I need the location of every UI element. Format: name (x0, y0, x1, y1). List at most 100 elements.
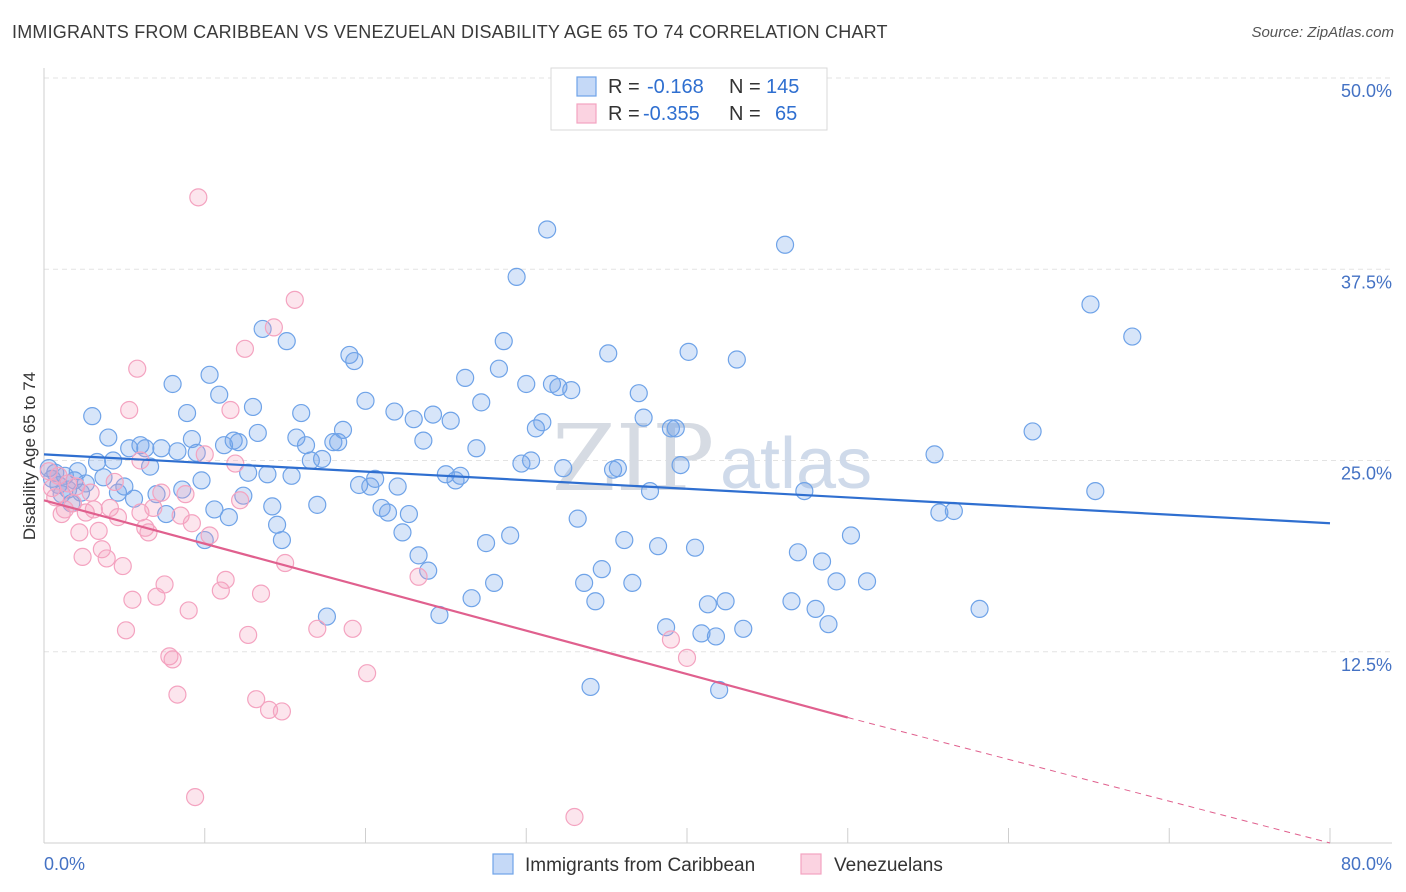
scatter-point (116, 621, 136, 640)
scatter-point (89, 521, 108, 540)
scatter-point (312, 449, 332, 469)
scatter-point (285, 290, 304, 309)
scatter-point (393, 523, 412, 542)
scatter-point (399, 504, 419, 524)
legend-series-caribbean: Immigrants from Caribbean (525, 855, 755, 876)
scatter-point (168, 442, 187, 461)
y-axis-label: Disability Age 65 to 74 (20, 372, 39, 540)
scatter-point (404, 410, 423, 429)
scatter-point (944, 501, 963, 521)
scatter-point (517, 374, 536, 394)
scatter-point (494, 332, 513, 351)
scatter-point (83, 407, 102, 426)
scatter-point (608, 459, 627, 478)
scatter-point (81, 483, 100, 502)
series-caribbean-points (39, 220, 1142, 700)
scatter-point (1086, 482, 1105, 501)
scatter-point (292, 403, 311, 423)
scatter-point (104, 451, 123, 470)
scatter-point (356, 391, 375, 410)
scatter-point (930, 503, 949, 522)
scatter-point (308, 495, 327, 514)
scatter-point (819, 615, 838, 634)
scatter-point (925, 445, 944, 464)
watermark-zip: ZIP (552, 405, 714, 512)
scatter-point (414, 431, 433, 450)
scatter-point (182, 429, 201, 449)
scatter-point (358, 664, 377, 683)
scatter-point (152, 439, 171, 458)
scatter-point (144, 498, 163, 518)
scatter-point (258, 465, 277, 484)
scatter-point (229, 433, 248, 452)
legend-n-value-0: 145 (766, 76, 799, 98)
scatter-point (706, 627, 726, 646)
series-venezuelan-points (39, 188, 697, 827)
scatter-point (661, 419, 681, 438)
scatter-point (192, 471, 211, 490)
scatter-point (661, 630, 681, 649)
scatter-point (152, 483, 171, 502)
scatter-point (99, 428, 118, 447)
scatter-point (248, 423, 267, 443)
scatter-point (562, 381, 581, 400)
y-tick-labels: 12.5% 25.0% 37.5% 50.0% (1341, 81, 1392, 675)
scatter-point (123, 590, 142, 609)
scatter-point (599, 344, 618, 363)
scatter-point (716, 592, 735, 611)
scatter-point (575, 573, 594, 593)
scatter-point (666, 419, 685, 438)
legend-r-label-0: R = (608, 76, 640, 98)
scatter-point (806, 599, 825, 619)
bottom-swatch-venezuelan (800, 853, 822, 875)
scatter-point (120, 439, 139, 458)
bottom-swatch-caribbean (492, 853, 514, 875)
scatter-point (710, 680, 729, 700)
legend-n-value-1: 65 (775, 103, 797, 125)
trend-line-extrapolated (847, 717, 1331, 844)
scatter-point (623, 573, 642, 593)
scatter-point (345, 351, 364, 371)
scatter-point (216, 570, 235, 589)
scatter-point (788, 543, 808, 562)
x-tick-label-max: 80.0% (1341, 854, 1392, 874)
scatter-point (263, 497, 282, 516)
scatter-point (533, 413, 552, 432)
scatter-point (1081, 295, 1100, 314)
scatter-point (131, 436, 150, 455)
scatter-point (671, 455, 690, 475)
scatter-point (456, 368, 475, 387)
scatter-point (679, 342, 698, 361)
scatter-point (692, 624, 711, 643)
scatter-point (113, 556, 132, 576)
scatter-point (94, 468, 113, 487)
scatter-point (795, 482, 814, 501)
scatter-point (231, 491, 250, 510)
scatter-point (163, 650, 182, 669)
correlation-legend: R = -0.168 N = 145 R = -0.355 N = 65 (550, 67, 828, 131)
scatter-point (324, 433, 343, 452)
chart-title: IMMIGRANTS FROM CARIBBEAN VS VENEZUELAN … (12, 22, 888, 42)
scatter-point (70, 523, 89, 542)
scatter-point (343, 619, 362, 638)
legend-n-label-1: N = (729, 103, 761, 125)
y-tick-label: 50.0% (1341, 81, 1392, 101)
scatter-point (812, 552, 832, 571)
scatter-point (195, 445, 214, 464)
scatter-point (92, 540, 111, 559)
scatter-point (634, 408, 653, 427)
scatter-point (441, 411, 460, 430)
x-tick-label-min: 0.0% (44, 854, 85, 874)
scatter-point (97, 549, 116, 568)
scatter-point (685, 538, 705, 557)
scatter-point (128, 359, 147, 378)
scatter-point (179, 601, 198, 620)
legend-r-label-1: R = (608, 103, 640, 125)
scatter-point (115, 477, 134, 496)
scatter-point (168, 685, 187, 704)
grid-lines (44, 77, 1392, 653)
scatter-point (200, 526, 219, 545)
scatter-point (155, 575, 174, 594)
scatter-point (554, 459, 573, 478)
